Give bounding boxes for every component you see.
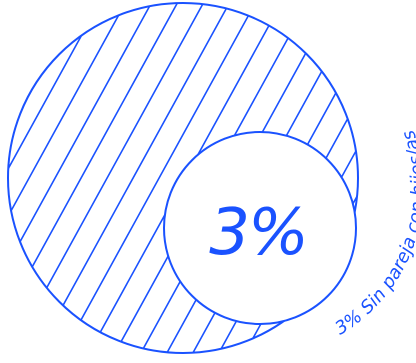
- inner-circle: [163, 131, 357, 325]
- hatch-line: [8, 3, 139, 353]
- hatch-line: [8, 3, 9, 353]
- hatch-line: [8, 3, 113, 353]
- hatch-line: [8, 3, 165, 353]
- hatch-line: [8, 3, 191, 353]
- center-percentage-label: 3%: [209, 196, 307, 270]
- hatch-line: [47, 3, 269, 353]
